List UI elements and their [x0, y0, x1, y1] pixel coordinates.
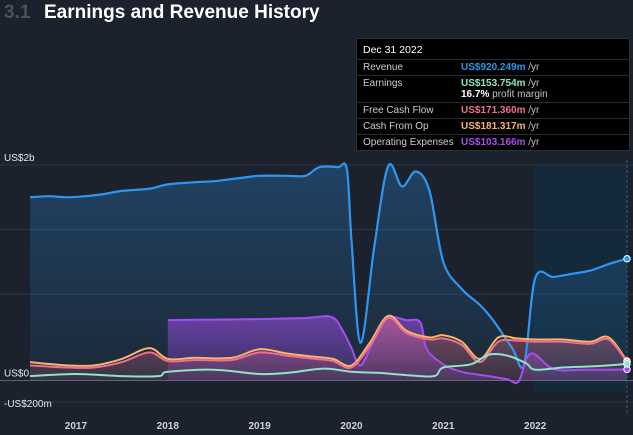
earnings-end-marker[interactable] — [623, 360, 631, 368]
tooltip-label: Cash From Op — [363, 121, 429, 132]
series-end-markers — [623, 255, 631, 374]
profit-margin-value: 16.7% — [461, 89, 490, 100]
data-tooltip: Dec 31 2022 Revenue US$920.249m /yr Earn… — [356, 38, 630, 151]
cash-from-op-line — [29, 314, 628, 367]
y-axis-labels: US$2b US$0 -US$200m — [4, 153, 52, 410]
y-tick-label: US$2b — [4, 153, 35, 164]
tooltip-unit: /yr — [528, 62, 540, 73]
tooltip-unit: /yr — [528, 121, 540, 132]
x-tick-label: 2021 — [432, 421, 455, 432]
free-cash-flow-line — [29, 316, 628, 370]
tooltip-label: Free Cash Flow — [363, 105, 434, 116]
tooltip-unit: /yr — [528, 105, 540, 116]
tooltip-label: Operating Expenses — [363, 137, 454, 148]
revenue-end-marker[interactable] — [623, 255, 631, 263]
x-tick-label: 2020 — [340, 421, 363, 432]
tooltip-row-operating-expenses: Operating Expenses US$103.166m /yr — [357, 134, 629, 150]
section-number: 3.1 — [4, 2, 31, 23]
tooltip-row-cash-from-op: Cash From Op US$181.317m /yr — [357, 118, 629, 134]
y-tick-label: US$0 — [4, 368, 29, 379]
tooltip-value: US$171.360m — [461, 105, 526, 116]
earnings-line — [29, 352, 628, 378]
tooltip-row-earnings: Earnings US$153.754m /yr 16.7% profit ma… — [357, 75, 629, 102]
x-axis-labels: 2017 2018 2019 2020 2021 2022 — [65, 421, 547, 432]
tooltip-value: US$103.166m — [461, 137, 526, 148]
tooltip-label: Earnings — [363, 78, 403, 89]
series-areas — [30, 163, 628, 384]
operating-expenses-line — [167, 315, 628, 385]
free-cash-flow-area — [30, 317, 627, 381]
x-tick-label: 2017 — [65, 421, 88, 432]
tooltip-unit: /yr — [528, 137, 540, 148]
x-tick-label: 2019 — [248, 421, 271, 432]
section-title: Earnings and Revenue History — [44, 2, 320, 23]
tooltip-row-revenue: Revenue US$920.249m /yr — [357, 59, 629, 75]
tooltip-date: Dec 31 2022 — [363, 44, 423, 56]
x-tick-label: 2022 — [524, 421, 547, 432]
tooltip-value: US$153.754m — [461, 78, 526, 89]
profit-margin-label: profit margin — [492, 89, 548, 100]
tooltip-row-free-cash-flow: Free Cash Flow US$171.360m /yr — [357, 102, 629, 118]
series-lines — [29, 162, 628, 385]
tooltip-value: US$181.317m — [461, 121, 526, 132]
y-tick-label: -US$200m — [4, 399, 52, 410]
tooltip-unit: /yr — [528, 78, 540, 89]
x-tick-label: 2018 — [157, 421, 180, 432]
tooltip-label: Revenue — [363, 62, 404, 73]
tooltip-value: US$920.249m — [461, 62, 526, 73]
